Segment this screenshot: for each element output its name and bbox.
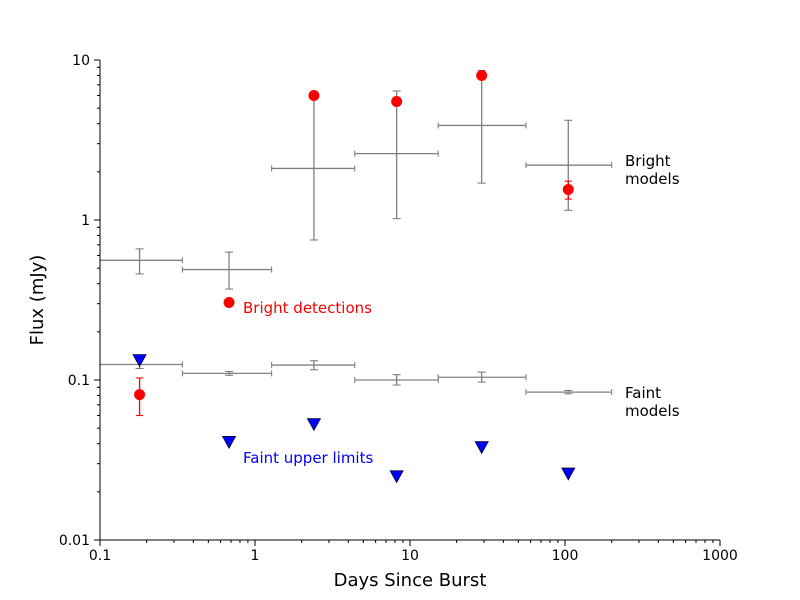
y-axis-label: Flux (mJy): [27, 255, 48, 346]
x-tick-label: 1000: [702, 548, 738, 564]
x-tick-label: 1: [251, 548, 260, 564]
x-tick-label: 100: [552, 548, 579, 564]
bright-detection-point: [308, 89, 320, 101]
faint-models-label-line2: models: [625, 402, 680, 420]
bright-detection-point: [391, 96, 403, 108]
x-tick-label: 0.1: [89, 548, 111, 564]
faint-models-label-line1: Faint: [625, 384, 661, 402]
axes-layer: [99, 60, 720, 541]
x-tick-label: 10: [401, 548, 419, 564]
y-tick-label: 1: [81, 213, 90, 229]
bright-models-label-line2: models: [625, 170, 680, 188]
faint-upper-limit-marker: [474, 441, 489, 455]
bright-detections-label: Bright detections: [243, 299, 372, 317]
y-tick-label: 0.1: [68, 373, 90, 389]
y-tick-label: 0.01: [59, 533, 90, 549]
faint-upper-limit-marker: [306, 418, 322, 432]
model-errorbars-layer: [99, 69, 613, 396]
y-tick-label: 10: [72, 53, 90, 69]
x-axis-label: Days Since Burst: [334, 570, 487, 591]
faint-upper-limits-label: Faint upper limits: [243, 449, 373, 467]
bright-detection-point: [562, 184, 574, 196]
data-points-layer: [132, 70, 576, 484]
faint-upper-limit-marker: [221, 436, 237, 449]
text-layer: Days Since Burst Flux (mJy) Bright model…: [27, 152, 680, 591]
faint-upper-limit-marker: [389, 470, 404, 484]
plot-area-frame: [100, 60, 720, 540]
bright-models-label-line1: Bright: [625, 152, 671, 170]
bright-detection-point: [476, 70, 488, 82]
bright-detection-point: [223, 297, 235, 309]
faint-upper-limit-marker: [132, 354, 147, 368]
faint-upper-limit-marker: [561, 467, 576, 481]
bright-detection-point: [134, 389, 146, 401]
